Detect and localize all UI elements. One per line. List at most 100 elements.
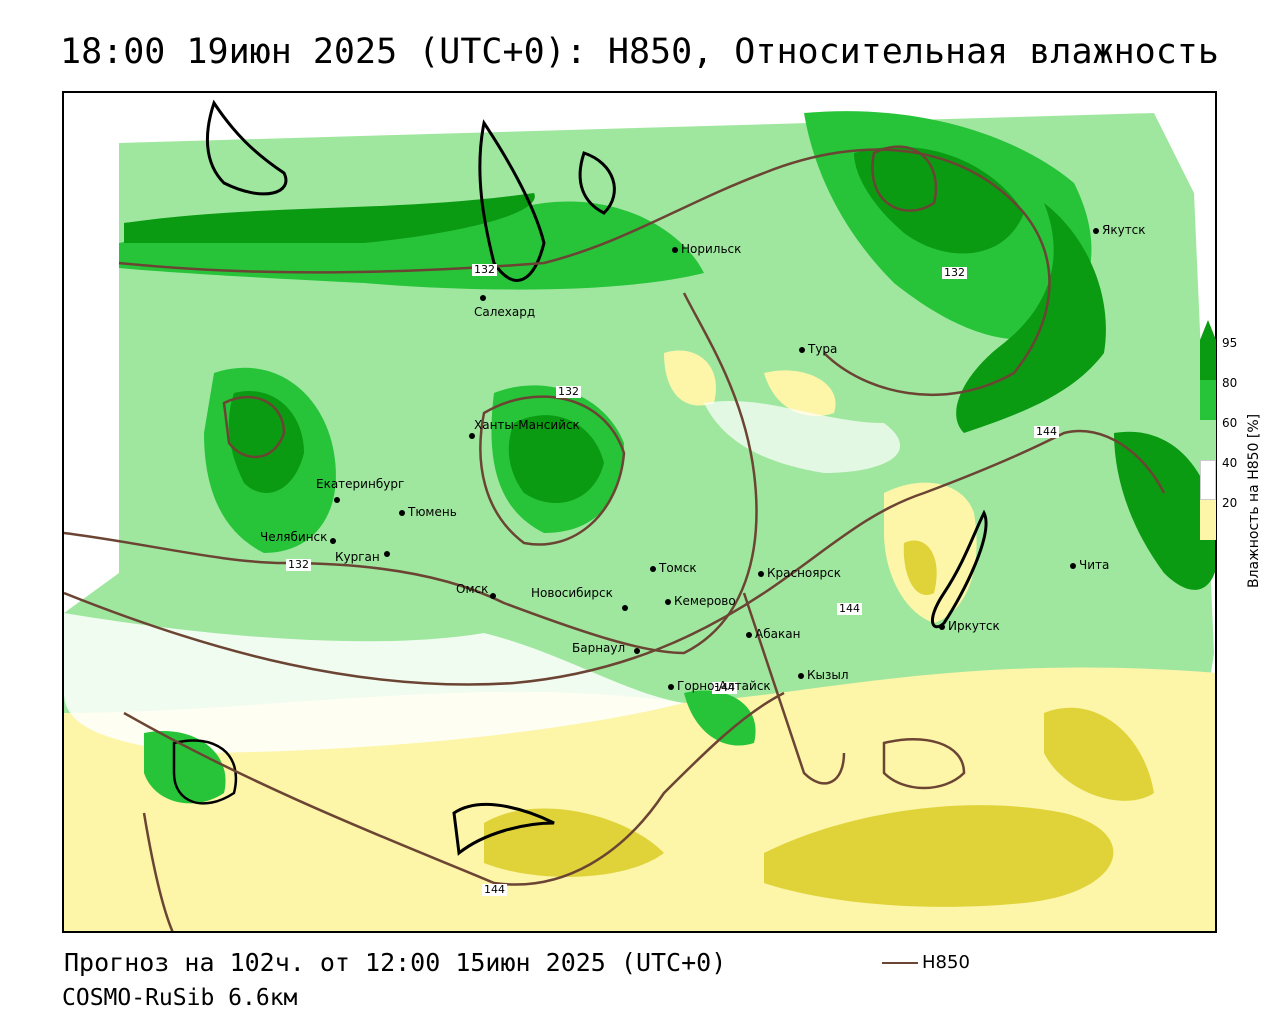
isoline-legend-label: H850: [922, 952, 970, 973]
city-dot-icon: [799, 346, 805, 353]
forecast-info: Прогноз на 102ч. от 12:00 15июн 2025 (UT…: [64, 948, 727, 977]
isoline-west-edge: [142, 812, 174, 931]
legend-tick: 60: [1222, 416, 1238, 430]
city-marker: Якутск: [1093, 224, 1146, 236]
legend-swatch: [1200, 500, 1216, 540]
city-marker: Томск: [650, 562, 697, 574]
isoline-closed-northeast: [871, 145, 938, 212]
city-marker: [384, 547, 393, 559]
isoline-132-north: [118, 148, 1051, 397]
city-dot-icon: [399, 509, 405, 516]
isoline-label: 132: [556, 385, 581, 398]
coastline-yamal: [205, 99, 288, 196]
isoline-label: 132: [472, 263, 497, 276]
map-area: 132 132 132 132 144 144 144 144 Якутск Н…: [62, 91, 1217, 933]
city-marker: Иркутск: [939, 620, 1000, 632]
isoline-144-b: [123, 691, 785, 886]
isoline-132-khanty: [479, 395, 626, 546]
city-label: Челябинск: [260, 530, 328, 544]
legend-tick: 40: [1222, 456, 1238, 470]
city-dot-icon: [665, 598, 671, 605]
isoline-144-a: [64, 429, 1166, 686]
legend-tick: 80: [1222, 376, 1238, 390]
very-wet-band-north: [124, 193, 535, 243]
very-wet-area-northeast: [854, 146, 1024, 254]
humidity-field: [64, 99, 1215, 931]
city-marker: Норильск: [672, 243, 741, 255]
city-label: Ханты-Мансийск: [474, 418, 580, 432]
dry-area-tura-2: [764, 370, 836, 417]
white-gap-1: [64, 613, 684, 753]
lake-balkhash: [452, 803, 555, 856]
city-marker: Чита: [1070, 559, 1109, 571]
legend-swatch: [1200, 340, 1216, 380]
isoline-144-c: [742, 592, 846, 785]
city-dot-icon: [798, 672, 804, 679]
city-marker: [469, 429, 478, 441]
very-wet-arc-east: [956, 203, 1106, 433]
city-label: Салехард: [474, 305, 536, 319]
wet-area-caspian: [144, 731, 226, 804]
isoline-swatch: [882, 962, 918, 964]
isoline-132-south: [64, 292, 758, 655]
city-marker: [334, 493, 343, 505]
legend-title: Влажность на H850 [%]: [1246, 413, 1262, 588]
city-dot-icon: [1070, 562, 1076, 569]
city-label: Новосибирск: [531, 586, 613, 600]
legend-arrow-icon: [1200, 320, 1216, 340]
legend-tick: 20: [1222, 496, 1238, 510]
city-marker: [634, 644, 643, 656]
isoline-label: 132: [286, 558, 311, 571]
very-wet-area-east: [1114, 431, 1215, 590]
city-label: Барнаул: [572, 641, 626, 655]
city-marker: [490, 589, 499, 601]
city-dot-icon: [622, 604, 628, 611]
legend-swatch: [1200, 380, 1216, 420]
very-dry-area-baikal: [903, 540, 937, 595]
city-dot-icon: [480, 294, 486, 301]
city-label: Курган: [335, 550, 380, 564]
lake-baikal: [930, 509, 988, 629]
coastline-taimyr: [578, 151, 616, 215]
coastline-aral: [172, 739, 238, 805]
isoline-label: 132: [942, 266, 967, 279]
city-marker: Тура: [799, 343, 837, 355]
legend-swatch: [1200, 420, 1216, 460]
city-dot-icon: [634, 647, 640, 654]
city-marker: Тюмень: [399, 506, 457, 518]
very-dry-area-3: [1044, 707, 1154, 801]
legend-bar: [1200, 340, 1216, 540]
city-dot-icon: [469, 432, 475, 439]
city-marker: Кемерово: [665, 595, 736, 607]
city-dot-icon: [758, 570, 764, 577]
city-marker: [622, 601, 631, 613]
legend-swatch: [1200, 460, 1216, 500]
city-marker: Красноярск: [758, 567, 841, 579]
isoline-legend: H850: [882, 952, 970, 973]
map-title: 18:00 19июн 2025 (UTC+0): H850, Относите…: [60, 32, 1219, 72]
very-dry-area-2: [764, 805, 1114, 907]
city-marker: Горно-Алтайск: [668, 680, 771, 692]
city-dot-icon: [672, 246, 678, 253]
city-dot-icon: [1093, 227, 1099, 234]
geopotential-isolines: [64, 145, 1166, 931]
city-dot-icon: [334, 496, 340, 503]
isoline-label: 144: [482, 883, 507, 896]
city-dot-icon: [384, 550, 390, 557]
wet-area-altai: [684, 690, 756, 746]
legend-tick: 95: [1222, 336, 1238, 350]
very-wet-area-khanty: [508, 415, 604, 503]
city-marker: [330, 534, 339, 546]
isoline-closed-mongolia: [882, 738, 966, 790]
isoline-label: 144: [1034, 425, 1059, 438]
very-wet-area-ural: [228, 391, 304, 493]
model-name: COSMO-RuSib 6.6км: [62, 985, 298, 1011]
city-dot-icon: [668, 683, 674, 690]
city-label: Омск: [456, 582, 489, 596]
color-legend: 95 80 60 40 20 Влажность на H850 [%]: [1198, 300, 1278, 610]
isoline-label: 144: [712, 681, 737, 694]
isoline-closed-ural: [222, 395, 286, 459]
city-marker: Абакан: [746, 628, 800, 640]
coastline-ob-bay: [478, 119, 546, 282]
dry-area-tura: [664, 350, 716, 406]
